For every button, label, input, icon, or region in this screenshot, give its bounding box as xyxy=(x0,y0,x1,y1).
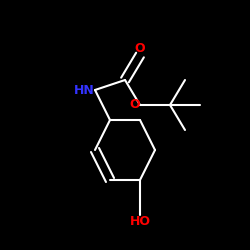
Text: O: O xyxy=(135,42,145,55)
Text: HO: HO xyxy=(130,215,150,228)
Text: HN: HN xyxy=(74,84,95,96)
Text: O: O xyxy=(130,98,140,112)
